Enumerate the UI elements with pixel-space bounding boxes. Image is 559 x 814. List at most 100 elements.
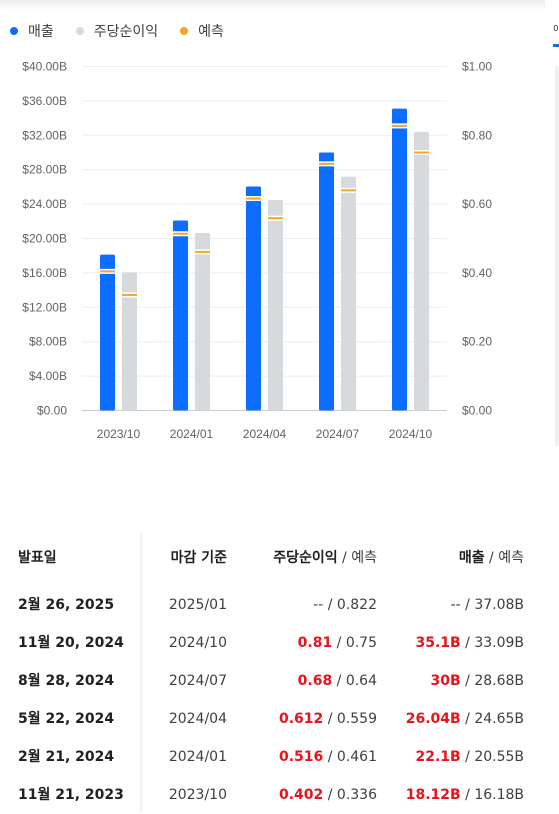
row-eps-actual: 0.81 — [297, 635, 333, 651]
x-tick-label: 2024/04 — [243, 427, 287, 441]
row-eps: 0.68 / 0.64 — [298, 662, 377, 700]
row-separator: / — [460, 711, 475, 727]
row-separator: / — [332, 635, 346, 651]
y-left-tick-label: $16.00B — [22, 266, 67, 280]
row-revenue-actual: 26.04B — [405, 711, 461, 727]
table-row[interactable]: 5월 22, 2024 2024/04 0.612 / 0.559 26.04B / … — [0, 700, 545, 738]
chart-legend: 매출 주당순이익 예측 — [10, 21, 224, 41]
row-separator: / — [323, 749, 337, 765]
row-separator: / — [323, 711, 337, 727]
legend-dot-eps — [75, 27, 84, 35]
row-revenue-forecast: 16.18B — [474, 787, 524, 803]
legend-label-eps: 주당순이익 — [93, 24, 159, 40]
row-fiscal-period: 2024/07 — [168, 673, 227, 689]
header-revenue-label: 매출 — [458, 550, 485, 566]
row-eps: 0.612 / 0.559 — [279, 700, 377, 738]
row-eps: -- / 0.822 — [313, 586, 377, 624]
header-shadow — [0, 0, 545, 10]
table-row[interactable]: 11월 21, 2023 2023/10 0.402 / 0.336 18.12B /… — [0, 776, 545, 814]
header-date[interactable]: 발표일 — [18, 550, 57, 566]
legend-label-revenue: 매출 — [28, 24, 54, 40]
row-eps-forecast: 0.559 — [336, 711, 377, 727]
table-column-divider — [140, 533, 144, 811]
x-tick-label: 2024/07 — [316, 427, 360, 441]
y-right-tick-label: $0.20 — [462, 335, 492, 349]
row-eps-forecast: 0.822 — [336, 597, 377, 613]
y-right-tick-label: $1.00 — [462, 60, 492, 74]
x-tick-label: 2023/10 — [97, 427, 141, 441]
revenue-forecast-marker — [173, 232, 188, 235]
row-eps-forecast: 0.336 — [336, 787, 377, 803]
row-eps-forecast: 0.75 — [345, 635, 377, 651]
earnings-chart: $0.00 $4.00B $8.00B $12.00B $16.00B $20.00B $2… — [22, 60, 492, 442]
header-fiscal[interactable]: 마감 기준 — [170, 550, 227, 566]
y-right-tick-label: $0.80 — [462, 128, 492, 142]
revenue-bar — [392, 108, 407, 411]
row-fiscal-period: 2024/01 — [168, 749, 227, 765]
x-tick-label: 2024/01 — [170, 427, 214, 441]
right-panel-tab[interactable]: 이 — [553, 25, 559, 35]
legend-label-forecast: 예측 — [198, 24, 224, 40]
row-revenue-forecast: 33.09B — [474, 635, 524, 651]
row-eps-forecast: 0.461 — [336, 749, 377, 765]
legend-item-revenue[interactable]: 매출 — [10, 21, 54, 41]
header-revenue[interactable]: 매출 / 예측 — [459, 539, 524, 577]
revenue-forecast-marker — [246, 197, 261, 200]
eps-forecast-marker — [414, 151, 429, 154]
table-row[interactable]: 8월 28, 2024 2024/07 0.68 / 0.64 30B / 28.68… — [0, 662, 545, 700]
table-header-row: 발표일 마감 기준 주당순이익 / 예측 매출 / 예측 — [0, 539, 545, 577]
row-eps-actual: 0.68 — [297, 673, 333, 689]
right-panel-tab-indicator — [553, 44, 559, 47]
row-date: 2월 21, 2024 — [18, 749, 115, 765]
table-row[interactable]: 2월 21, 2024 2024/01 0.516 / 0.461 22.1B / 2… — [0, 738, 545, 776]
y-left-tick-label: $40.00B — [22, 60, 67, 74]
eps-bar — [122, 272, 137, 411]
row-separator: / — [323, 597, 337, 613]
y-left-tick-label: $8.00B — [29, 335, 67, 349]
row-fiscal-period: 2024/10 — [168, 635, 227, 651]
row-revenue-forecast: 20.55B — [474, 749, 524, 765]
row-revenue-actual: 22.1B — [415, 749, 461, 765]
x-tick-label: 2024/10 — [389, 427, 433, 441]
row-revenue-actual: -- — [450, 597, 461, 613]
y-right-tick-label: $0.00 — [462, 404, 492, 418]
header-eps-label: 주당순이익 — [273, 550, 338, 566]
row-revenue-actual: 30B — [430, 673, 461, 689]
y-right-tick-label: $0.60 — [462, 197, 492, 211]
revenue-bar — [100, 254, 115, 411]
row-separator: / — [460, 749, 475, 765]
eps-bar — [341, 176, 356, 411]
legend-item-forecast[interactable]: 예측 — [180, 21, 224, 41]
header-separator: / — [337, 550, 352, 566]
row-date: 11월 21, 2023 — [18, 787, 124, 803]
table-row[interactable]: 11월 20, 2024 2024/10 0.81 / 0.75 35.1B / 33… — [0, 624, 545, 662]
revenue-forecast-marker — [319, 162, 334, 165]
table-row[interactable]: 2월 26, 2025 2025/01 -- / 0.822 -- / 37.08B — [0, 586, 545, 624]
y-right-tick-label: $0.40 — [462, 266, 492, 280]
row-revenue-forecast: 37.08B — [474, 597, 524, 613]
row-eps: 0.81 / 0.75 — [298, 624, 377, 662]
row-date: 5월 22, 2024 — [18, 711, 115, 727]
y-left-tick-label: $0.00 — [37, 404, 67, 418]
row-separator: / — [460, 597, 475, 613]
y-left-tick-label: $4.00B — [29, 369, 67, 383]
row-revenue: -- / 37.08B — [451, 586, 524, 624]
row-revenue: 18.12B / 16.18B — [406, 776, 524, 814]
revenue-bar — [246, 186, 261, 411]
legend-item-eps[interactable]: 주당순이익 — [75, 21, 159, 41]
row-revenue-forecast: 24.65B — [474, 711, 524, 727]
earnings-table: 발표일 마감 기준 주당순이익 / 예측 매출 / 예측 2월 26, 2025 2025… — [0, 533, 545, 811]
row-date: 11월 20, 2024 — [18, 635, 124, 651]
row-fiscal-period: 2025/01 — [168, 597, 227, 613]
header-eps[interactable]: 주당순이익 / 예측 — [273, 539, 377, 577]
eps-forecast-marker — [195, 250, 210, 253]
y-left-tick-label: $20.00B — [22, 232, 67, 246]
row-eps-actual: -- — [313, 597, 324, 613]
row-separator: / — [460, 635, 475, 651]
row-date: 8월 28, 2024 — [18, 673, 115, 689]
row-revenue-actual: 35.1B — [415, 635, 461, 651]
row-eps: 0.402 / 0.336 — [279, 776, 377, 814]
row-revenue: 22.1B / 20.55B — [415, 738, 524, 776]
row-revenue: 30B / 28.68B — [431, 662, 524, 700]
eps-forecast-marker — [122, 293, 137, 296]
